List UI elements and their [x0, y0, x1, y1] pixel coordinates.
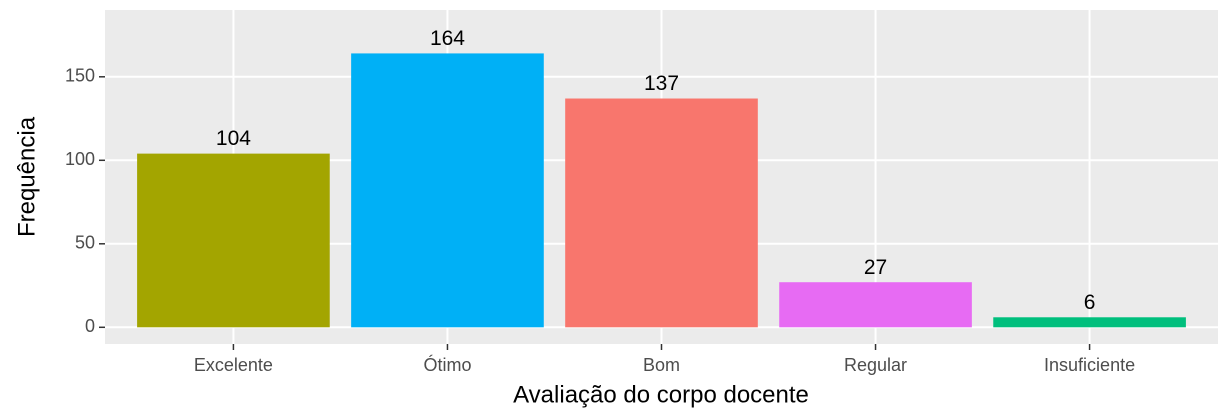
value-label: 6 [1084, 291, 1096, 314]
x-tick-label: Bom [643, 355, 680, 375]
bar [351, 53, 544, 328]
bar [993, 317, 1186, 328]
y-tick-label: 0 [85, 316, 95, 336]
x-tick-label: Ótimo [423, 354, 471, 375]
x-tick-label: Excelente [194, 355, 273, 375]
y-tick-label: 150 [65, 66, 95, 86]
x-tick-label: Insuficiente [1044, 355, 1135, 375]
value-label: 137 [644, 72, 679, 95]
y-axis-title: Frequência [13, 116, 40, 237]
value-label: 164 [430, 27, 465, 50]
y-tick-label: 50 [75, 233, 95, 253]
value-label: 27 [864, 256, 887, 279]
bar [565, 98, 758, 328]
x-axis-title: Avaliação do corpo docente [513, 381, 809, 408]
y-tick-label: 100 [65, 149, 95, 169]
value-label: 104 [216, 127, 251, 150]
bar [779, 282, 972, 328]
bar [137, 153, 330, 328]
x-tick-label: Regular [844, 355, 907, 375]
